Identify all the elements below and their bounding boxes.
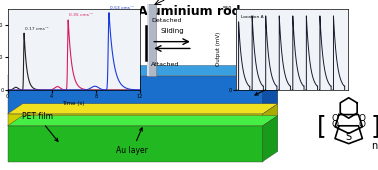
Polygon shape xyxy=(8,76,263,114)
Text: S: S xyxy=(345,132,352,142)
Text: Aluminium rod: Aluminium rod xyxy=(138,5,240,18)
Text: PET film: PET film xyxy=(22,112,58,141)
Polygon shape xyxy=(263,65,278,114)
Text: [: [ xyxy=(317,114,327,138)
Text: Sliding: Sliding xyxy=(160,28,184,34)
Polygon shape xyxy=(8,65,278,76)
Polygon shape xyxy=(8,114,263,126)
Text: O: O xyxy=(332,114,339,123)
Polygon shape xyxy=(147,4,149,76)
Text: O: O xyxy=(359,114,366,123)
Polygon shape xyxy=(8,126,263,162)
Text: Attached: Attached xyxy=(151,62,180,67)
Text: Location A: Location A xyxy=(241,15,263,19)
Text: ]: ] xyxy=(371,114,378,138)
Text: Detached: Detached xyxy=(151,18,182,23)
Text: Au layer: Au layer xyxy=(116,128,148,155)
Text: n: n xyxy=(371,141,377,151)
Polygon shape xyxy=(263,104,278,126)
Polygon shape xyxy=(147,4,156,76)
Polygon shape xyxy=(8,104,278,114)
Text: 0.35 cms⁻¹: 0.35 cms⁻¹ xyxy=(69,13,93,18)
Y-axis label: Output (mV): Output (mV) xyxy=(216,32,222,66)
X-axis label: Time (s): Time (s) xyxy=(62,101,85,106)
Text: 0.17 cms⁻¹: 0.17 cms⁻¹ xyxy=(25,27,48,31)
Text: PEDOT layer: PEDOT layer xyxy=(255,70,320,95)
Text: O: O xyxy=(359,120,366,129)
Polygon shape xyxy=(263,116,278,162)
Text: 0.53 cms⁻¹: 0.53 cms⁻¹ xyxy=(110,6,134,10)
Polygon shape xyxy=(8,116,278,126)
Text: O: O xyxy=(332,120,339,129)
